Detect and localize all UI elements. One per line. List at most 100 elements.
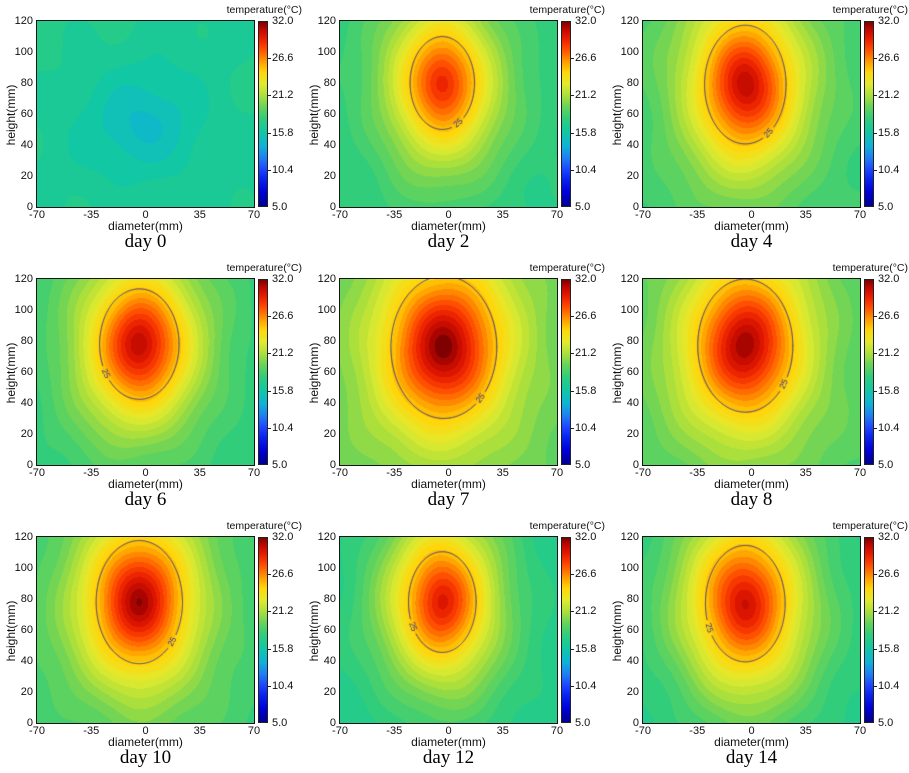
x-axis-label: diameter(mm)	[108, 735, 183, 749]
y-tick-label: 60	[20, 108, 33, 120]
y-tick-label: 60	[323, 108, 336, 120]
colorbar-tick-label: 10.4	[878, 679, 900, 692]
colorbar	[561, 279, 571, 465]
x-tick-label: 70	[247, 725, 261, 737]
colorbar-tick-label: 5.0	[878, 717, 894, 729]
x-tick-label: 0	[748, 467, 755, 479]
colorbar-tick-mark	[874, 132, 877, 134]
y-tick-label: 100	[14, 304, 33, 316]
x-tick-label: -70	[332, 725, 348, 737]
heatmap-canvas	[340, 537, 557, 723]
colorbar-tick-mark	[571, 95, 574, 97]
colorbar-tick-label: 10.4	[575, 421, 597, 434]
colorbar-tick-label: 21.2	[878, 89, 900, 102]
colorbar-tick-label: 5.0	[272, 459, 288, 471]
colorbar-tick-label: 26.6	[575, 310, 597, 323]
colorbar-tick-label: 10.4	[878, 421, 900, 434]
y-tick-label: 100	[620, 304, 639, 316]
y-tick-label: 80	[20, 593, 33, 605]
y-tick-label: 120	[317, 531, 336, 543]
y-tick-label: 100	[317, 46, 336, 58]
colorbar-tick-mark	[874, 685, 877, 687]
subplot-day-14: height(mm) diameter(mm) day 14 temperatu…	[606, 516, 909, 773]
y-tick-label: 40	[323, 397, 336, 409]
x-tick-label: 70	[550, 209, 564, 221]
colorbar-tick-label: 5.0	[575, 201, 591, 213]
x-tick-label: -35	[386, 467, 403, 479]
y-tick-label: 0	[329, 459, 336, 471]
colorbar-tick-label: 10.4	[272, 163, 294, 176]
y-tick-label: 40	[323, 655, 336, 667]
heatmap-canvas	[340, 279, 557, 465]
subplot-day-6: height(mm) diameter(mm) day 6 temperatur…	[0, 258, 303, 516]
x-tick-label: -35	[83, 725, 100, 737]
colorbar-tick-label: 21.2	[272, 605, 294, 618]
y-tick-label: 120	[620, 531, 639, 543]
y-tick-label: 60	[626, 108, 639, 120]
y-tick-label: 60	[626, 366, 639, 378]
heatmap-canvas	[37, 21, 254, 207]
x-axis-label: diameter(mm)	[714, 477, 789, 491]
colorbar-tick-mark	[268, 353, 271, 355]
colorbar-tick-mark	[268, 574, 271, 576]
heatmap-canvas	[643, 21, 860, 207]
y-tick-label: 100	[620, 46, 639, 58]
x-axis-label: diameter(mm)	[108, 219, 183, 233]
colorbar-tick-mark	[268, 169, 271, 171]
subplot-caption: day 2	[427, 231, 470, 252]
y-tick-label: 20	[323, 686, 336, 698]
x-tick-label: -70	[332, 209, 348, 221]
colorbar-tick-label: 26.6	[272, 310, 294, 323]
y-tick-label: 120	[317, 15, 336, 27]
colorbar	[864, 21, 874, 207]
y-tick-label: 20	[20, 428, 33, 440]
x-axis-label: diameter(mm)	[411, 477, 486, 491]
colorbar-tick-mark	[874, 648, 877, 650]
colorbar-tick-mark	[571, 427, 574, 429]
colorbar-title: temperature(°C)	[529, 4, 605, 16]
colorbar-title: temperature(°C)	[226, 4, 302, 16]
x-tick-label: 35	[193, 467, 206, 479]
subplot-day-10: height(mm) diameter(mm) day 10 temperatu…	[0, 516, 303, 773]
y-tick-label: 20	[626, 686, 639, 698]
y-tick-label: 40	[20, 655, 33, 667]
colorbar	[561, 537, 571, 723]
colorbar-tick-label: 21.2	[878, 605, 900, 618]
colorbar-title: temperature(°C)	[226, 262, 302, 274]
x-tick-label: -70	[29, 209, 45, 221]
colorbar-tick-label: 26.6	[575, 52, 597, 65]
colorbar-title: temperature(°C)	[832, 520, 908, 532]
colorbar-title: temperature(°C)	[832, 262, 908, 274]
subplot-day-0: height(mm) diameter(mm) day 0 temperatur…	[0, 0, 303, 258]
y-tick-label: 40	[626, 397, 639, 409]
colorbar-tick-mark	[571, 685, 574, 687]
colorbar-title: temperature(°C)	[226, 520, 302, 532]
subplot-day-4: height(mm) diameter(mm) day 4 temperatur…	[606, 0, 909, 258]
colorbar-tick-label: 26.6	[272, 52, 294, 65]
colorbar-tick-label: 32.0	[575, 531, 597, 543]
y-tick-label: 80	[626, 593, 639, 605]
y-tick-label: 120	[620, 15, 639, 27]
subplot-day-2: height(mm) diameter(mm) day 2 temperatur…	[303, 0, 606, 258]
x-axis-label: diameter(mm)	[411, 219, 486, 233]
colorbar-tick-label: 32.0	[878, 531, 900, 543]
colorbar-tick-mark	[874, 169, 877, 171]
y-tick-label: 0	[26, 717, 33, 729]
x-tick-label: -35	[386, 725, 403, 737]
x-axis-label: diameter(mm)	[714, 219, 789, 233]
y-tick-label: 100	[317, 562, 336, 574]
colorbar-tick-mark	[268, 95, 271, 97]
y-tick-label: 20	[323, 170, 336, 182]
colorbar-tick-label: 5.0	[575, 717, 591, 729]
y-tick-label: 120	[14, 273, 33, 285]
colorbar	[258, 537, 268, 723]
colorbar-tick-mark	[268, 390, 271, 392]
x-tick-label: 35	[496, 209, 509, 221]
y-tick-label: 60	[20, 366, 33, 378]
y-tick-label: 80	[626, 77, 639, 89]
y-tick-label: 40	[20, 139, 33, 151]
colorbar-tick-label: 32.0	[878, 15, 900, 27]
x-tick-label: 0	[142, 725, 149, 737]
colorbar-tick-label: 21.2	[575, 605, 597, 618]
